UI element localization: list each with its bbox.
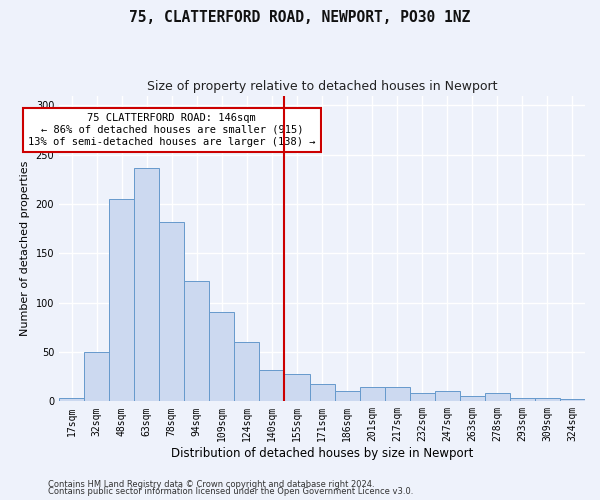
Bar	[335, 392, 359, 402]
Bar	[134, 168, 159, 402]
Bar	[259, 370, 284, 402]
Bar	[485, 394, 510, 402]
Bar	[184, 281, 209, 402]
Bar	[84, 352, 109, 402]
Bar	[159, 222, 184, 402]
Bar	[235, 342, 259, 402]
Title: Size of property relative to detached houses in Newport: Size of property relative to detached ho…	[147, 80, 497, 93]
X-axis label: Distribution of detached houses by size in Newport: Distribution of detached houses by size …	[171, 447, 473, 460]
Text: Contains HM Land Registry data © Crown copyright and database right 2024.: Contains HM Land Registry data © Crown c…	[48, 480, 374, 489]
Bar	[59, 398, 84, 402]
Bar	[385, 386, 410, 402]
Bar	[209, 312, 235, 402]
Bar	[109, 199, 134, 402]
Y-axis label: Number of detached properties: Number of detached properties	[20, 161, 30, 336]
Bar	[310, 384, 335, 402]
Bar	[410, 394, 435, 402]
Bar	[359, 386, 385, 402]
Text: 75 CLATTERFORD ROAD: 146sqm
← 86% of detached houses are smaller (915)
13% of se: 75 CLATTERFORD ROAD: 146sqm ← 86% of det…	[28, 114, 316, 146]
Bar	[535, 398, 560, 402]
Bar	[284, 374, 310, 402]
Bar	[560, 400, 585, 402]
Text: 75, CLATTERFORD ROAD, NEWPORT, PO30 1NZ: 75, CLATTERFORD ROAD, NEWPORT, PO30 1NZ	[130, 10, 470, 25]
Bar	[435, 392, 460, 402]
Bar	[510, 398, 535, 402]
Bar	[460, 396, 485, 402]
Text: Contains public sector information licensed under the Open Government Licence v3: Contains public sector information licen…	[48, 487, 413, 496]
